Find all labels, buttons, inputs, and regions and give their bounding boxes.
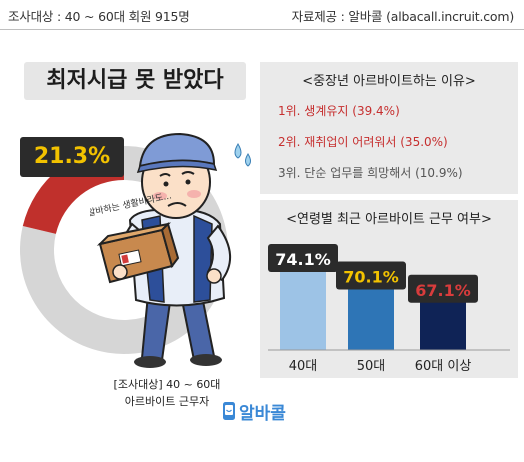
logo-text: 알바콜 — [239, 403, 286, 424]
category-label-2: 50대 — [357, 359, 386, 374]
reason-item-1: 1위. 생계유지 (39.4%) — [278, 104, 400, 118]
survey-note-line-1: [조사대상] 40 ~ 60대 — [113, 378, 221, 391]
bar-value-label-1: 74.1% — [275, 250, 331, 269]
reasons-panel: <중장년 아르바이트하는 이유> 1위. 생계유지 (39.4%) 2위. 재취… — [260, 62, 518, 194]
bar-3 — [420, 296, 466, 350]
logo: 알바콜 — [222, 398, 308, 424]
data-source: 자료제공 : 알바콜 (albacall.incruit.com) — [291, 9, 515, 24]
survey-info: 조사대상 : 40 ~ 60대 회원 915명 — [8, 9, 190, 24]
bar-value-tag-3 — [408, 274, 478, 303]
category-label-3: 60대 이상 — [415, 359, 472, 374]
reasons-title: <중장년 아르바이트하는 이유> — [302, 74, 476, 89]
category-label-1: 40대 — [289, 359, 318, 374]
bar-chart: 74.1% 40대 70.1% 50대 67.1% 60대 이상 — [268, 243, 510, 374]
reason-item-2: 2위. 재취업이 어려워서 (35.0%) — [278, 135, 448, 149]
worker-illustration: 알바하는 생활비라도... — [90, 132, 251, 368]
bar-2 — [348, 283, 394, 350]
smartphone-smile-icon — [223, 402, 235, 420]
headline: 최저시급 못 받았다 — [24, 62, 246, 100]
bar-1 — [280, 265, 326, 350]
bar-value-tag-1 — [268, 243, 338, 272]
survey-note: [조사대상] 40 ~ 60대 아르바이트 근무자 — [102, 376, 232, 410]
bar-value-label-3: 67.1% — [415, 281, 471, 300]
reason-item-3: 3위. 단순 업무를 희망해서 (10.9%) — [278, 166, 463, 180]
survey-note-line-2: 아르바이트 근무자 — [124, 395, 210, 408]
header-divider — [0, 29, 524, 30]
bar-value-label-2: 70.1% — [343, 268, 399, 287]
donut-percent-label: 21.3% — [20, 137, 124, 177]
bar-value-tag-2 — [336, 261, 406, 290]
chart-title: <연령별 최근 아르바이트 근무 여부> — [286, 212, 492, 227]
